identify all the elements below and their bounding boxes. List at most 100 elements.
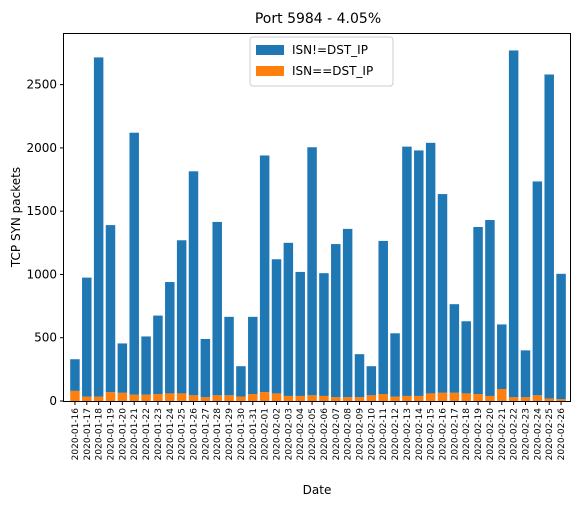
x-tick-label: 2020-01-31 — [249, 408, 259, 460]
bar-isn-neq-dst-2020-01-31 — [248, 316, 258, 395]
x-tick-label: 2020-02-09 — [356, 408, 366, 461]
bar-isn-neq-dst-2020-01-18 — [93, 57, 104, 397]
bar-isn-eq-dst-2020-01-27 — [200, 397, 211, 401]
bar-isn-eq-dst-2020-02-14 — [414, 395, 424, 401]
bar-isn-eq-dst-2020-01-16 — [70, 390, 80, 401]
x-tick-label: 2020-01-30 — [237, 408, 247, 461]
bar-isn-neq-dst-2020-02-24 — [532, 181, 543, 396]
x-tick-label: 2020-01-22 — [142, 408, 152, 460]
bar-isn-neq-dst-2020-01-17 — [82, 277, 92, 397]
bar-isn-neq-dst-2020-02-14 — [414, 150, 424, 396]
x-tick-label: 2020-02-03 — [284, 408, 294, 460]
x-tick-label: 2020-02-08 — [344, 408, 354, 461]
bar-isn-eq-dst-2020-01-22 — [141, 394, 151, 401]
bar-isn-neq-dst-2020-02-04 — [295, 271, 305, 396]
plot-frame — [63, 33, 571, 402]
bar-isn-neq-dst-2020-02-22 — [508, 50, 519, 398]
x-tick-label: 2020-02-15 — [427, 408, 437, 460]
bar-isn-eq-dst-2020-01-28 — [212, 395, 222, 401]
bar-isn-eq-dst-2020-02-06 — [319, 395, 329, 401]
bar-isn-neq-dst-2020-02-07 — [331, 244, 341, 398]
bar-isn-neq-dst-2020-02-17 — [449, 304, 460, 393]
x-tick-label: 2020-01-26 — [190, 408, 200, 461]
bar-isn-eq-dst-2020-01-25 — [176, 393, 187, 401]
x-tick-label: 2020-01-23 — [154, 408, 164, 460]
bar-isn-neq-dst-2020-01-22 — [141, 336, 151, 395]
bar-isn-neq-dst-2020-02-25 — [544, 74, 554, 399]
bar-isn-neq-dst-2020-01-16 — [70, 359, 80, 391]
bar-isn-eq-dst-2020-02-15 — [425, 393, 436, 401]
x-tick-label: 2020-02-17 — [450, 408, 460, 460]
bar-isn-neq-dst-2020-02-13 — [402, 146, 412, 396]
x-tick-label: 2020-02-26 — [557, 408, 567, 461]
bar-isn-neq-dst-2020-02-06 — [319, 273, 329, 396]
bar-isn-eq-dst-2020-01-17 — [82, 396, 92, 401]
x-tick-label: 2020-02-16 — [439, 408, 449, 461]
bar-isn-neq-dst-2020-02-26 — [556, 273, 566, 400]
bar-isn-neq-dst-2020-01-24 — [165, 282, 175, 394]
x-axis-label: Date — [303, 483, 332, 497]
x-tick-label: 2020-01-24 — [166, 408, 176, 461]
x-tick-label: 2020-02-23 — [522, 408, 532, 460]
bar-isn-eq-dst-2020-01-31 — [248, 394, 258, 401]
x-tick-label: 2020-02-22 — [510, 408, 520, 460]
y-tick-label: 2500 — [26, 78, 57, 92]
y-tick-label: 0 — [49, 394, 57, 408]
x-tick-label: 2020-01-21 — [130, 408, 140, 460]
x-tick-label: 2020-01-28 — [213, 408, 223, 461]
x-tick-label: 2020-02-18 — [462, 408, 472, 461]
bar-isn-neq-dst-2020-02-11 — [378, 240, 388, 395]
x-tick-label: 2020-02-13 — [403, 408, 413, 460]
bar-isn-neq-dst-2020-01-23 — [153, 315, 163, 395]
bar-isn-eq-dst-2020-02-21 — [497, 388, 507, 401]
bar-isn-neq-dst-2020-02-09 — [354, 354, 365, 398]
bar-isn-neq-dst-2020-02-19 — [473, 226, 483, 395]
bar-isn-eq-dst-2020-01-26 — [188, 395, 199, 401]
bar-isn-eq-dst-2020-01-19 — [105, 392, 116, 401]
bar-isn-neq-dst-2020-02-10 — [366, 366, 377, 396]
bar-isn-eq-dst-2020-02-10 — [366, 395, 377, 401]
bar-isn-eq-dst-2020-01-20 — [117, 392, 128, 401]
bar-isn-neq-dst-2020-01-19 — [105, 225, 116, 393]
y-axis: 0 500 1000 1500 2000 2500 — [26, 78, 64, 408]
bar-isn-neq-dst-2020-01-21 — [129, 132, 139, 395]
x-tick-label: 2020-02-02 — [273, 408, 283, 460]
x-tick-label: 2020-02-06 — [320, 408, 330, 461]
bar-isn-eq-dst-2020-02-20 — [485, 395, 495, 401]
x-tick-label: 2020-02-21 — [498, 408, 508, 460]
legend-swatch — [256, 66, 284, 76]
bar-isn-eq-dst-2020-01-29 — [224, 395, 234, 401]
x-axis: 2020-01-16 2020-01-17 2020-01-18 2020-01-19… — [71, 401, 567, 460]
bar-isn-neq-dst-2020-02-18 — [461, 321, 471, 394]
x-tick-label: 2020-01-16 — [71, 408, 81, 461]
x-tick-label: 2020-01-19 — [107, 408, 117, 461]
bar-isn-eq-dst-2020-02-13 — [402, 395, 412, 401]
x-tick-label: 2020-01-18 — [95, 408, 105, 461]
bar-isn-eq-dst-2020-02-09 — [354, 397, 365, 401]
x-tick-label: 2020-02-11 — [379, 408, 389, 460]
bars-layer — [70, 50, 566, 401]
bar-isn-neq-dst-2020-02-23 — [520, 350, 531, 398]
bar-isn-neq-dst-2020-02-05 — [307, 147, 317, 396]
bar-isn-neq-dst-2020-02-20 — [485, 220, 495, 396]
bar-isn-neq-dst-2020-02-03 — [283, 242, 294, 396]
bar-isn-eq-dst-2020-01-30 — [236, 396, 246, 401]
bar-isn-neq-dst-2020-02-12 — [390, 333, 400, 397]
x-tick-label: 2020-02-05 — [308, 408, 318, 460]
chart-title: Port 5984 - 4.05% — [255, 11, 381, 27]
bar-isn-neq-dst-2020-02-16 — [437, 194, 448, 393]
bar-isn-eq-dst-2020-02-07 — [331, 397, 341, 401]
y-tick-label: 500 — [34, 331, 57, 345]
legend-label: ISN!=DST_IP — [292, 43, 368, 57]
bar-isn-eq-dst-2020-02-05 — [307, 395, 317, 401]
x-tick-label: 2020-02-12 — [391, 408, 401, 460]
bar-isn-eq-dst-2020-02-11 — [378, 394, 388, 401]
x-tick-label: 2020-02-14 — [415, 408, 425, 461]
x-tick-label: 2020-02-25 — [545, 408, 555, 460]
bar-isn-neq-dst-2020-02-01 — [259, 155, 270, 393]
bar-isn-eq-dst-2020-02-19 — [473, 394, 483, 401]
bar-isn-eq-dst-2020-02-24 — [532, 395, 543, 401]
bar-isn-neq-dst-2020-01-20 — [117, 343, 128, 393]
x-tick-label: 2020-02-20 — [486, 408, 496, 461]
